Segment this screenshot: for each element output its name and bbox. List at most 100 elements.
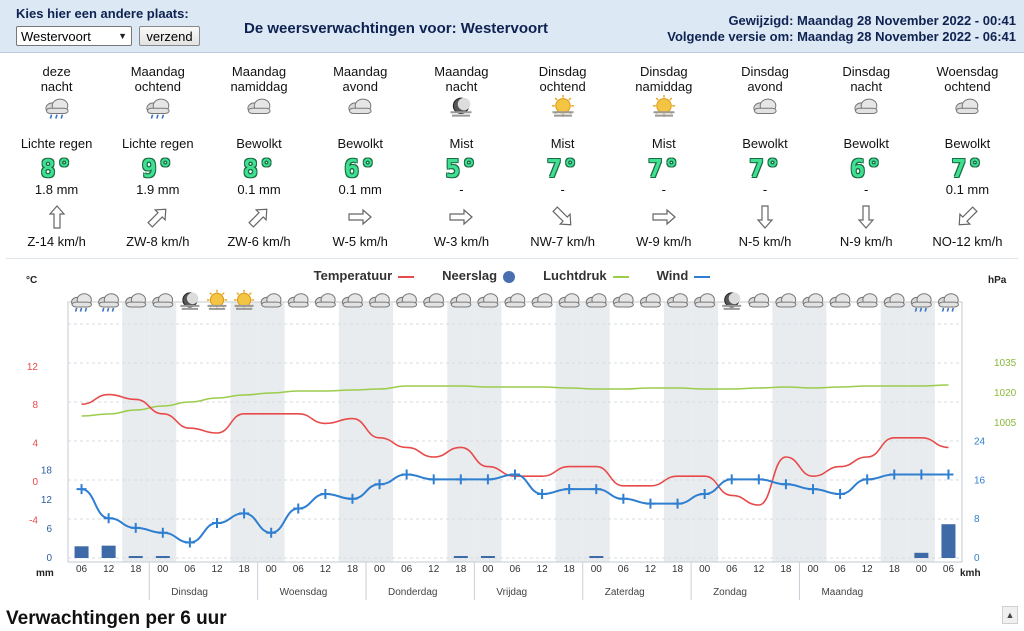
background-band [528,302,556,562]
cloud-icon [287,293,309,308]
cloud-icon [883,293,905,308]
cloud-icon [396,293,418,308]
wind-marker [157,527,168,538]
wind-marker [455,474,466,485]
background-band [609,302,637,562]
sun-fog-icon [512,94,613,120]
temperature-value: 7° [546,154,579,183]
moon-fog-icon [722,292,742,310]
precipitation-value: - [661,182,666,197]
forecast-column: Dinsdag nacht Bewolkt 6° - N-9 km/h [816,58,917,256]
cloud-rain-icon [71,293,93,312]
x-tick-label: 00 [591,564,603,575]
background-band [230,302,258,562]
precipitation-value: 1.8 mm [34,182,79,197]
legend-marker [398,275,415,278]
sun-fog-icon [613,94,714,120]
x-tick-label: 06 [943,564,955,575]
temperature-value: 9° [141,154,174,183]
cloud-icon [802,293,824,308]
unit-bottom-right: kmh [960,568,981,579]
x-tick-label: 06 [835,564,847,575]
location-select[interactable]: Westervoort ▼ [16,26,132,46]
x-tick-label: 00 [374,564,386,575]
wind-value: ZW-6 km/h [227,234,291,249]
background-band [691,302,719,562]
wind-marker [862,474,873,485]
sun-fog-icon [233,289,255,311]
period-label: deze nacht [40,64,73,94]
period-label: Dinsdag namiddag [635,64,693,94]
background-band [880,302,908,562]
legend-item: Luchtdruk [543,268,629,283]
temperature-value: 8° [40,154,73,183]
section-title: Verwachtingen per 6 uur [6,608,227,629]
wind-value: W-9 km/h [636,234,692,249]
scroll-up-button[interactable]: ▲ [1002,606,1018,624]
precipitation-value: - [762,182,768,197]
wind-arrow-icon [512,200,613,234]
background-band [176,302,204,562]
precip-bar [155,556,170,558]
x-tick-label: 18 [564,564,576,575]
cloud-icon [856,293,878,308]
forecast-column: Maandag nacht Mist 5° - W-3 km/h [411,58,512,256]
cloud-rain-icon [937,293,959,312]
pressure-tick-label: 1035 [994,358,1017,369]
x-tick-label: 00 [807,564,819,575]
legend-item: Wind [657,268,711,283]
x-tick-label: 18 [347,564,359,575]
background-band [257,302,285,562]
wind-marker [699,488,710,499]
legend-marker [503,270,516,283]
wind-tick-label: 8 [974,514,980,525]
wind-tick-label: 16 [974,475,986,486]
unit-bottom-left: mm [36,568,54,579]
condition-text: Lichte regen [122,136,194,151]
precipitation-value: 0.1 mm [945,182,990,197]
wind-marker [103,513,114,524]
wind-marker [916,469,927,480]
precip-bar [74,546,89,558]
forecast-column: Maandag ochtend Lichte regen 9° 1.9 mm ZW… [107,58,208,256]
cloud-icon [423,293,445,308]
weather-graph: Temperatuur Neerslag Luchtdruk Wind -4 0 4 8 12… [0,262,1024,602]
wind-marker [347,493,358,504]
precip-tick-label: 6 [46,524,52,535]
temp-tick-label: 8 [32,400,38,411]
x-tick-label: 06 [76,564,88,575]
sun-fog-icon [206,289,228,311]
wind-marker [808,484,818,495]
x-tick-label: 12 [862,564,874,575]
wind-marker [591,484,602,495]
legend-label: Neerslag [442,268,498,283]
version-info: Gewijzigd: Maandag 28 November 2022 - 00… [667,13,1016,45]
forecast-column: Maandag avond Bewolkt 6° 0.1 mm W-5 km/h [310,58,411,256]
wind-arrow-icon [917,200,1018,234]
x-tick-label: 06 [401,564,413,575]
background-band [366,302,394,562]
precip-tick-label: 12 [41,495,53,506]
cloud-icon [585,293,607,308]
background-band [311,302,339,562]
background-band [474,302,502,562]
temperature-value: 7° [951,154,984,183]
wind-marker [401,469,412,480]
cloud-icon [260,293,282,308]
x-tick-label: 12 [537,564,549,575]
temperature-value: 5° [445,154,478,183]
wind-marker [320,488,331,499]
cloud-icon [775,293,797,308]
precipitation-value: - [459,182,464,197]
x-tick-label: 12 [753,564,765,575]
submit-button[interactable]: verzend [139,26,200,46]
cloud-rain-icon [107,94,208,120]
forecast-column: deze nacht Lichte regen 8° 1.8 mm Z-14 km… [6,58,107,256]
legend-label: Luchtdruk [543,268,607,283]
wind-marker [943,469,954,480]
x-tick-label: 00 [482,564,494,575]
x-tick-label: 12 [645,564,657,575]
wind-marker [428,474,439,485]
x-tick-label: 18 [455,564,467,575]
legend-label: Wind [656,268,689,283]
